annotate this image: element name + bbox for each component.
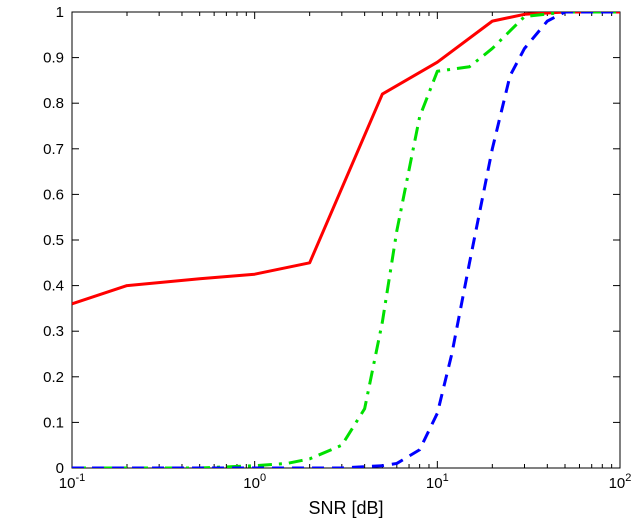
y-tick-label: 0.4 <box>43 278 64 295</box>
y-tick-label: 0.3 <box>43 323 64 340</box>
x-tick-label: 102 <box>609 472 632 492</box>
x-axis-label: SNR [dB] <box>308 498 383 518</box>
y-tick-label: 0.7 <box>43 141 64 158</box>
line-chart: 10-110010110200.10.20.30.40.50.60.70.80.… <box>0 0 640 530</box>
y-tick-label: 1 <box>56 4 64 21</box>
y-tick-label: 0.2 <box>43 369 64 386</box>
x-tick-label: 100 <box>243 472 266 492</box>
chart-container: 10-110010110200.10.20.30.40.50.60.70.80.… <box>0 0 640 530</box>
y-tick-label: 0 <box>56 460 64 477</box>
y-tick-label: 0.5 <box>43 232 64 249</box>
y-tick-label: 0.9 <box>43 50 64 67</box>
y-tick-label: 0.8 <box>43 95 64 112</box>
y-tick-label: 0.1 <box>43 414 64 431</box>
x-tick-label: 101 <box>426 472 449 492</box>
y-tick-label: 0.6 <box>43 186 64 203</box>
